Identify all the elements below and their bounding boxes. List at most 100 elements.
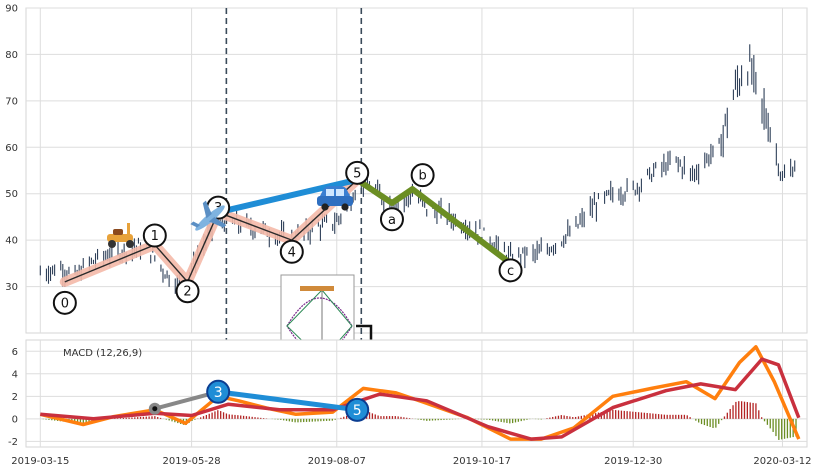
x-tick-label: 2019-03-15 bbox=[11, 456, 69, 467]
histogram-bar bbox=[380, 416, 382, 419]
wave-label-4: 4 bbox=[279, 239, 304, 264]
histogram-bar bbox=[368, 412, 371, 419]
histogram-bar bbox=[738, 401, 740, 419]
histogram-bar bbox=[626, 411, 628, 419]
price-y-tick-label: 90 bbox=[5, 4, 18, 15]
histogram-bar bbox=[225, 413, 228, 419]
histogram-bar bbox=[752, 402, 754, 419]
histogram-bar bbox=[297, 418, 299, 423]
histogram-bar bbox=[503, 418, 505, 423]
scooter-wheel bbox=[126, 240, 134, 248]
histogram-bar bbox=[683, 414, 686, 419]
x-tick-label: 2019-05-28 bbox=[163, 456, 221, 467]
x-tick-label: 2019-10-17 bbox=[453, 456, 511, 467]
x-tick-label: 2019-12-30 bbox=[604, 456, 662, 467]
histogram-bar bbox=[151, 416, 153, 419]
histogram-bar bbox=[563, 415, 565, 419]
histogram-bar bbox=[795, 418, 797, 437]
x-tick-label: 2020-03-12 bbox=[753, 456, 811, 467]
histogram-bar bbox=[549, 417, 551, 419]
wave-label-circle bbox=[498, 258, 523, 283]
histogram-bar bbox=[288, 418, 291, 422]
wave-label-text: a bbox=[388, 213, 396, 228]
car-icon bbox=[317, 186, 353, 211]
histogram-bar bbox=[743, 401, 746, 419]
histogram-bar bbox=[775, 418, 777, 437]
histogram-bar bbox=[323, 418, 325, 422]
macd-y-tick-label: 4 bbox=[12, 369, 18, 380]
histogram-bar bbox=[119, 418, 122, 419]
histogram-bar bbox=[517, 418, 520, 422]
histogram-bar bbox=[85, 418, 87, 424]
histogram-bar bbox=[317, 418, 319, 422]
histogram-bar bbox=[371, 413, 374, 419]
histogram-bar bbox=[509, 418, 511, 424]
histogram-bar bbox=[383, 416, 385, 419]
histogram-bar bbox=[54, 418, 56, 421]
histogram-bar bbox=[277, 418, 279, 420]
histogram-bar bbox=[142, 416, 145, 419]
histogram-bar bbox=[134, 417, 136, 419]
wave-label-circle bbox=[52, 290, 77, 315]
histogram-bar bbox=[403, 417, 405, 419]
histogram-bar bbox=[125, 417, 127, 419]
histogram-bar bbox=[640, 412, 643, 419]
histogram-bar bbox=[208, 413, 210, 419]
histogram-bar bbox=[646, 412, 648, 419]
macd-y-tick-label: -2 bbox=[8, 437, 18, 448]
histogram-bar bbox=[248, 416, 250, 419]
histogram-bar bbox=[698, 418, 700, 423]
histogram-bar bbox=[703, 418, 706, 426]
histogram-bar bbox=[497, 418, 499, 422]
histogram-bar bbox=[122, 417, 125, 419]
histogram-bar bbox=[655, 413, 657, 419]
wave-label-circle bbox=[142, 223, 167, 248]
histogram-bar bbox=[769, 418, 771, 429]
histogram-bar bbox=[408, 418, 411, 419]
histogram-bar bbox=[76, 418, 79, 424]
divergence-line-macd bbox=[217, 389, 358, 413]
wave-label-text: 2 bbox=[183, 285, 191, 300]
car-window bbox=[336, 189, 344, 196]
histogram-bar bbox=[672, 414, 674, 419]
signal-line bbox=[40, 357, 801, 441]
histogram-bar bbox=[612, 409, 614, 419]
airplane-icon bbox=[190, 200, 227, 231]
histogram-bar bbox=[240, 415, 242, 419]
macd-marker-circle bbox=[345, 397, 370, 422]
histogram-bar bbox=[128, 417, 130, 419]
wave-label-circle bbox=[345, 160, 370, 185]
histogram-bar bbox=[546, 418, 548, 419]
wave-label-circle bbox=[175, 279, 200, 304]
histogram-bar bbox=[786, 418, 789, 439]
scooter-icon bbox=[107, 223, 134, 248]
histogram-bar bbox=[440, 418, 442, 421]
corrective-wave-line bbox=[355, 177, 513, 266]
histogram-bar bbox=[449, 418, 451, 420]
histogram-bar bbox=[772, 418, 774, 432]
car-wheel bbox=[341, 203, 349, 211]
wave-label-2: 2 bbox=[175, 279, 200, 304]
histogram-bar bbox=[783, 418, 786, 439]
histogram-bar bbox=[254, 417, 256, 419]
histogram-bar bbox=[320, 418, 322, 422]
histogram-bar bbox=[45, 418, 47, 420]
histogram-bar bbox=[778, 418, 780, 440]
histogram-bar bbox=[260, 417, 262, 419]
wave-label-text: 0 bbox=[61, 296, 69, 311]
histogram-bar bbox=[308, 418, 311, 422]
histogram-bar bbox=[400, 416, 402, 419]
histogram-bar bbox=[615, 410, 617, 419]
histogram-bar bbox=[202, 416, 205, 419]
histogram-bar bbox=[145, 416, 147, 419]
macd-marker bbox=[148, 402, 161, 415]
histogram-bar bbox=[686, 415, 688, 419]
histogram-bar bbox=[666, 414, 668, 419]
histogram-bar bbox=[715, 418, 717, 428]
histogram-bar bbox=[583, 415, 585, 419]
wave-label-a: a bbox=[379, 207, 404, 232]
histogram-bar bbox=[740, 401, 743, 419]
histogram-bar bbox=[388, 416, 391, 419]
wave-label-b: b bbox=[410, 163, 435, 188]
histogram-bar bbox=[617, 410, 620, 419]
